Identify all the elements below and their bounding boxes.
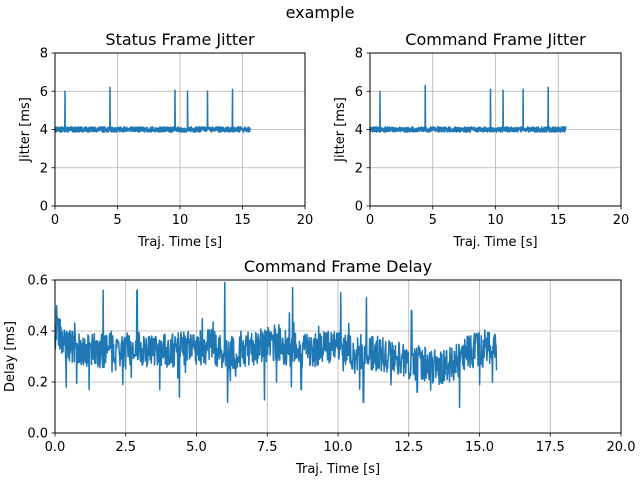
x-tick-label: 10.0 <box>324 440 353 455</box>
y-tick-label: 0.2 <box>27 376 48 391</box>
x-tick-label: 0 <box>51 213 59 228</box>
x-tick-label: 2.5 <box>115 440 136 455</box>
status-jitter-ylabel: Jitter [ms] <box>18 97 33 163</box>
y-tick-label: 4 <box>355 123 363 138</box>
status-jitter-xlabel: Traj. Time [s] <box>137 235 222 250</box>
x-tick-label: 20 <box>297 213 314 228</box>
y-tick-label: 4 <box>40 123 48 138</box>
x-tick-label: 15.0 <box>465 440 494 455</box>
command-jitter-ylabel: Jitter [ms] <box>333 97 348 163</box>
y-tick-label: 6 <box>40 85 48 100</box>
x-tick-label: 15 <box>550 213 567 228</box>
command-delay-ylabel: Delay [ms] <box>3 321 18 392</box>
command-delay-axes: 0.0 2.5 5.0 7.5 10.0 12.5 15.0 17.5 20.0 0.0 0.2 0.… <box>3 257 635 477</box>
y-tick-label: 0.6 <box>27 274 48 289</box>
x-tick-label: 0 <box>366 213 374 228</box>
command-jitter-xlabel: Traj. Time [s] <box>452 235 537 250</box>
x-tick-label: 12.5 <box>394 440 423 455</box>
y-tick-label: 8 <box>40 47 48 62</box>
x-tick-label: 17.5 <box>536 440 565 455</box>
command-jitter-axes: 0 5 10 15 20 0 2 4 6 8 Command Frame Jitter Traj. T… <box>333 30 629 250</box>
x-tick-label: 0.0 <box>45 440 66 455</box>
x-tick-label: 15 <box>234 213 251 228</box>
command-delay-title: Command Frame Delay <box>244 257 432 276</box>
x-tick-label: 10 <box>487 213 504 228</box>
command-jitter-title: Command Frame Jitter <box>405 30 586 49</box>
command-jitter-series-line <box>369 84 567 133</box>
command-delay-xlabel: Traj. Time [s] <box>295 462 380 477</box>
y-tick-label: 0 <box>355 200 363 215</box>
x-tick-label: 5 <box>429 213 437 228</box>
x-tick-label: 20 <box>613 213 630 228</box>
x-tick-label: 7.5 <box>257 440 278 455</box>
x-tick-label: 5 <box>113 213 121 228</box>
y-tick-label: 0.0 <box>27 427 48 442</box>
x-tick-label: 10 <box>172 213 189 228</box>
y-tick-label: 2 <box>355 161 363 176</box>
command-delay-series-line <box>54 281 498 409</box>
y-tick-label: 8 <box>355 47 363 62</box>
status-jitter-series-line <box>54 86 251 133</box>
status-jitter-axes: 0 5 10 15 20 0 2 4 6 8 Status Frame Jitter Traj. Ti… <box>18 30 313 250</box>
y-tick-label: 2 <box>40 161 48 176</box>
figure-suptitle: example <box>286 3 355 22</box>
y-tick-label: 0 <box>40 200 48 215</box>
y-tick-label: 6 <box>355 85 363 100</box>
y-tick-label: 0.4 <box>27 325 48 340</box>
status-jitter-title: Status Frame Jitter <box>105 30 255 49</box>
x-tick-label: 5.0 <box>186 440 207 455</box>
x-tick-label: 20.0 <box>607 440 636 455</box>
